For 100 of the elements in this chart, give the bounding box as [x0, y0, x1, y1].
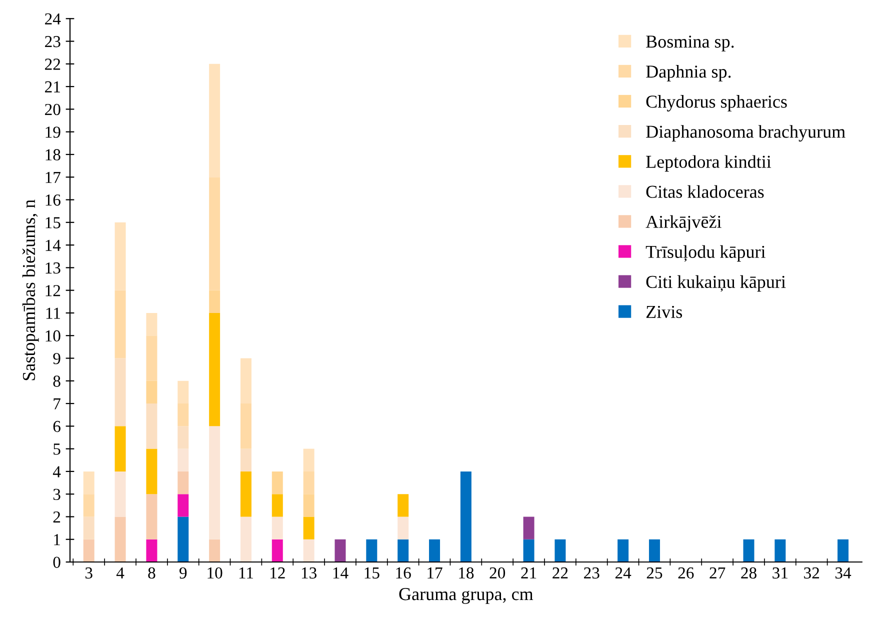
x-tick-label: 12 — [270, 567, 285, 578]
bar — [83, 471, 94, 494]
bar — [272, 516, 283, 540]
bar — [114, 222, 126, 290]
bar — [366, 539, 378, 562]
legend-label: Bosmina sp. — [646, 36, 734, 52]
y-tick-label: 9 — [53, 352, 60, 364]
bar — [114, 471, 126, 517]
bar — [178, 380, 189, 404]
bar — [146, 539, 158, 562]
bar — [523, 516, 534, 540]
bar — [209, 539, 220, 562]
y-tick-label: 4 — [52, 466, 61, 478]
legend-label: Airkājvēži — [646, 215, 722, 232]
x-tick-label: 31 — [772, 567, 788, 579]
y-tick-label: 24 — [45, 13, 61, 24]
bar — [83, 494, 94, 517]
x-tick-label: 9 — [179, 567, 187, 579]
bar — [178, 448, 189, 472]
bar — [398, 516, 409, 540]
bar — [178, 516, 189, 562]
x-tick-label: 24 — [615, 567, 632, 578]
y-tick-label: 21 — [45, 81, 60, 92]
bar — [178, 471, 189, 494]
bar — [523, 539, 534, 562]
bar — [209, 290, 220, 313]
x-tick-label: 13 — [302, 567, 316, 579]
bar — [240, 516, 252, 562]
bar — [460, 471, 472, 562]
x-tick-label: 11 — [239, 567, 253, 578]
y-axis-title: Sastopamības biežums, n — [22, 200, 39, 380]
y-tick-label: 22 — [45, 58, 60, 70]
bar — [272, 539, 283, 562]
x-tick-label: 26 — [678, 567, 694, 579]
bar — [209, 426, 220, 540]
x-tick-label: 3 — [85, 567, 92, 579]
x-tick-label: 28 — [741, 567, 756, 579]
bar — [83, 516, 94, 540]
bar — [554, 539, 566, 562]
x-tick-label: 20 — [490, 567, 506, 579]
x-tick-label: 32 — [804, 567, 820, 579]
bar — [398, 539, 409, 562]
x-tick-label: 14 — [333, 567, 348, 578]
bar — [146, 380, 158, 404]
bar — [618, 539, 629, 562]
y-tick-label: 2 — [53, 511, 60, 523]
y-tick-label: 23 — [45, 36, 60, 48]
y-tick-label: 10 — [46, 330, 60, 342]
bar — [146, 494, 158, 540]
y-tick-label: 15 — [46, 217, 60, 228]
bar — [114, 516, 126, 562]
legend-label: Zivis — [646, 306, 682, 318]
legend-label: Citas kladoceras — [646, 185, 764, 198]
legend-label: Citi kukaiņu kāpuri — [646, 275, 786, 292]
y-tick-label: 7 — [54, 398, 60, 410]
bar — [272, 471, 283, 494]
bar — [240, 404, 252, 449]
y-tick-label: 20 — [45, 104, 60, 116]
bar — [303, 494, 314, 517]
y-tick-label: 5 — [54, 444, 60, 455]
bar — [240, 448, 252, 472]
bar — [303, 516, 314, 540]
x-tick-label: 10 — [208, 567, 222, 579]
y-tick-label: 1 — [54, 534, 60, 546]
legend-label: Chydorus sphaerics — [646, 95, 787, 112]
legend-label: Diaphanosoma brachyurum — [646, 125, 846, 142]
bar — [114, 290, 126, 358]
bar — [146, 404, 158, 449]
x-axis-title: Garuma grupa, cm — [399, 588, 534, 604]
bar — [648, 539, 660, 562]
bar — [178, 404, 189, 426]
y-tick-label: 16 — [46, 194, 60, 206]
x-tick-label: 22 — [552, 567, 568, 578]
bar — [240, 471, 252, 517]
y-tick-label: 18 — [46, 149, 60, 160]
y-tick-label: 17 — [46, 172, 60, 183]
bar — [334, 539, 346, 562]
legend-label: Daphnia sp. — [646, 65, 731, 82]
bar — [303, 471, 314, 494]
x-tick-label: 25 — [646, 567, 662, 579]
x-tick-label: 23 — [584, 567, 600, 579]
bar — [209, 312, 220, 426]
bar — [303, 448, 314, 472]
bar — [774, 539, 786, 562]
x-tick-label: 15 — [364, 567, 380, 579]
bar — [178, 426, 189, 449]
bar — [838, 539, 849, 562]
bar — [398, 494, 409, 517]
x-tick-label: 18 — [459, 567, 474, 579]
y-tick-label: 19 — [46, 126, 60, 138]
bar — [83, 539, 94, 562]
bar — [146, 312, 158, 336]
x-tick-label: 34 — [835, 567, 852, 579]
bar — [209, 177, 220, 290]
bar — [209, 64, 220, 178]
bar — [146, 448, 158, 494]
bar — [272, 494, 283, 517]
x-tick-label: 17 — [428, 567, 442, 578]
y-tick-label: 8 — [53, 376, 60, 387]
bar — [178, 494, 189, 517]
